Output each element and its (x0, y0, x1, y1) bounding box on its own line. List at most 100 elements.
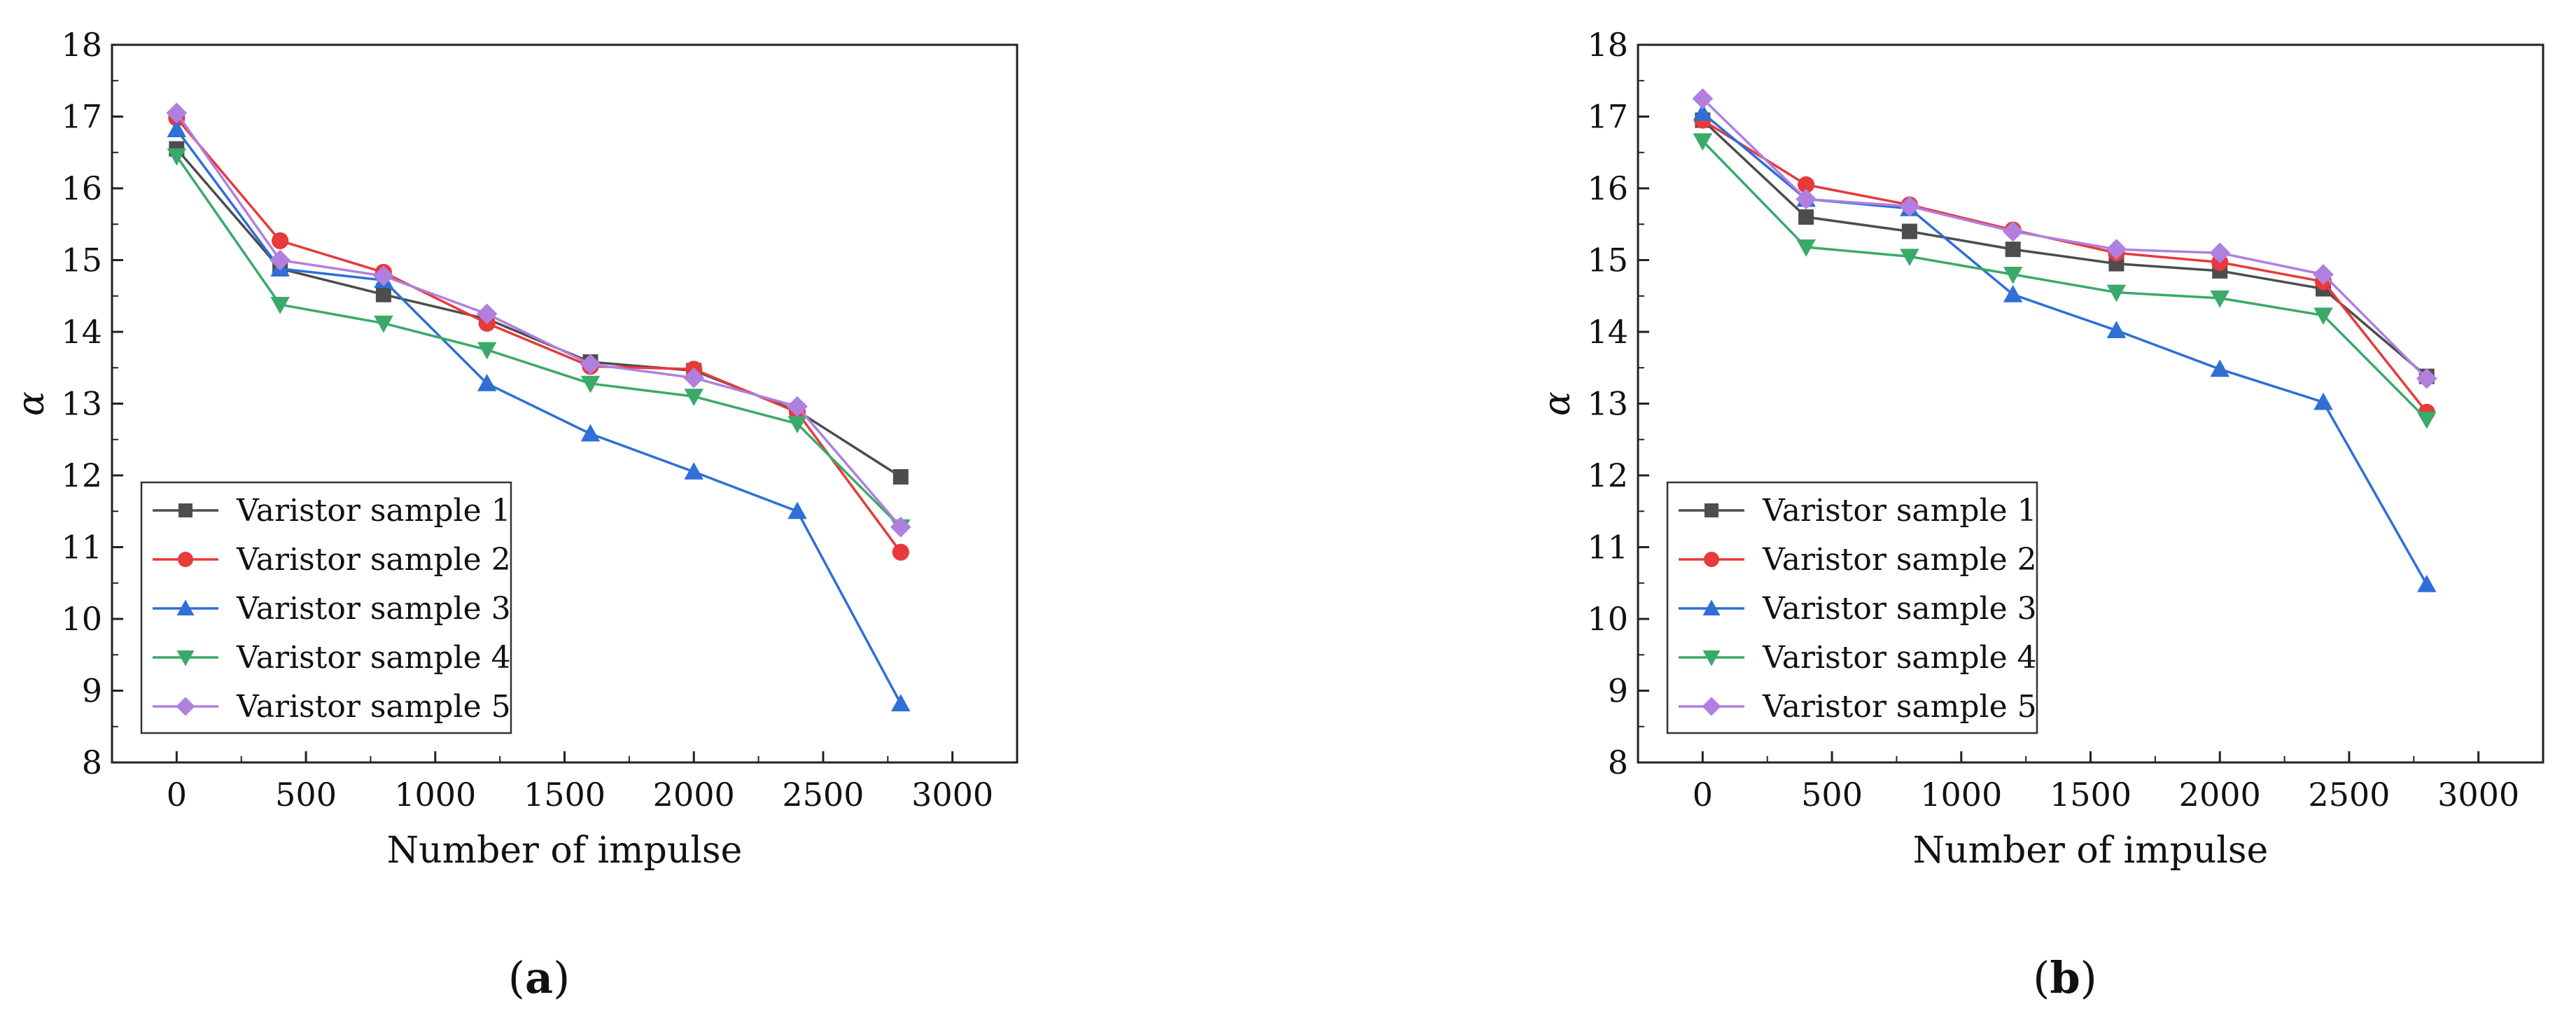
y-tick-label: 13 (61, 385, 102, 423)
y-tick-label: 10 (1587, 600, 1628, 638)
panel-caption: (b) (2033, 952, 2097, 1003)
y-tick-label: 14 (61, 313, 102, 351)
series-4-point (2210, 290, 2230, 308)
series-5-point (683, 367, 705, 389)
series-line-5 (175, 112, 902, 528)
series-4-point (2003, 267, 2023, 284)
x-tick-label: 1000 (394, 776, 476, 814)
caption-close-paren: ) (2080, 952, 2097, 1003)
legend-label: Varistor sample 2 (1762, 542, 2037, 578)
series-2-point (272, 232, 289, 249)
legend-marker (1704, 552, 1719, 567)
caption-open-paren: ( (2033, 952, 2050, 1003)
legend-marker (178, 552, 193, 567)
y-axis-label: α (1536, 391, 1578, 416)
y-tick-label: 17 (61, 98, 102, 136)
x-tick-label: 0 (167, 776, 187, 814)
series-5-point (787, 396, 808, 417)
chart-panel-a: 0 500 1000 1500 2000 2500 3000 8 9 10 11 12 13 14 15 16… (10, 26, 1018, 1003)
x-axis-label: Number of impulse (387, 830, 743, 872)
series-5-point (166, 102, 188, 124)
series-4-point (477, 342, 497, 360)
series-5-point (2106, 239, 2127, 260)
series-3-point (891, 694, 911, 711)
legend-label: Varistor sample 3 (236, 591, 511, 627)
x-tick-label: 500 (275, 776, 337, 814)
series-5-point (2002, 221, 2024, 242)
x-axis-label: Number of impulse (1913, 830, 2269, 872)
series-5-point (2313, 264, 2334, 285)
caption-letter: a (525, 952, 553, 1003)
series-3-point (2106, 321, 2127, 338)
x-tick-label: 500 (1801, 776, 1863, 814)
series-3-point (1693, 103, 1713, 121)
series-3-point (167, 120, 187, 137)
series-3-point (684, 462, 704, 480)
series-3-point (788, 501, 807, 520)
x-tick-label: 3000 (2437, 776, 2519, 814)
y-tick-label: 8 (82, 744, 102, 781)
y-tick-label: 9 (1608, 672, 1628, 710)
series-5-point (476, 303, 498, 325)
series-1-point (1798, 209, 1814, 225)
series-4-point (580, 375, 601, 393)
x-tick-label: 2500 (782, 776, 864, 814)
y-tick-label: 12 (61, 456, 102, 494)
series-1-point (2005, 242, 2021, 258)
y-tick-label: 16 (1587, 169, 1628, 207)
series-3-point (477, 374, 497, 391)
series-5-point (2416, 368, 2437, 389)
series-2-point (892, 543, 909, 561)
series-4-point (1900, 249, 1919, 267)
series-5-point (1899, 195, 1920, 217)
legend-label: Varistor sample 5 (1762, 689, 2037, 725)
y-tick-label: 11 (61, 529, 102, 566)
y-tick-label: 10 (61, 600, 102, 638)
series-4-point (684, 389, 704, 406)
legend-label: Varistor sample 1 (1762, 493, 2037, 529)
series-1-point (375, 286, 391, 302)
series-1-point (892, 469, 909, 485)
series-3-point (580, 424, 601, 442)
y-tick-label: 18 (1587, 26, 1628, 64)
legend-label: Varistor sample 4 (1762, 640, 2037, 676)
x-tick-label: 2000 (2179, 776, 2261, 814)
series-3-point (2417, 575, 2437, 592)
y-tick-label: 16 (61, 169, 102, 207)
caption-letter: b (2050, 952, 2080, 1003)
series-line-2 (1702, 119, 2428, 413)
series-4-point (270, 297, 290, 314)
series-4-point (1796, 239, 1816, 257)
series-5-point (580, 354, 601, 375)
legend-marker (178, 503, 192, 517)
x-tick-label: 1000 (1920, 776, 2002, 814)
panel-caption: (a) (508, 952, 570, 1003)
legend-label: Varistor sample 1 (236, 493, 511, 529)
legend-marker (176, 599, 195, 615)
x-tick-label: 2500 (2308, 776, 2390, 814)
series-line-5 (1702, 97, 2428, 379)
series-5-point (373, 265, 394, 286)
y-axis-label: α (10, 391, 52, 416)
legend-marker (1702, 697, 1721, 716)
series-4-point (788, 416, 807, 433)
y-tick-label: 14 (1587, 313, 1628, 351)
series-4-point (1693, 133, 1713, 151)
legend-marker (1702, 650, 1721, 667)
legend-marker (1702, 599, 1721, 615)
y-tick-label: 18 (61, 26, 102, 64)
y-tick-label: 17 (1587, 98, 1628, 136)
legend-label: Varistor sample 4 (236, 640, 511, 676)
series-3-point (2314, 392, 2333, 410)
series-5-point (2209, 242, 2231, 264)
series-line-4 (175, 155, 902, 529)
y-tick-label: 9 (82, 672, 102, 710)
legend-label: Varistor sample 3 (1762, 591, 2037, 627)
series-line-1 (176, 148, 902, 478)
legend-marker (176, 650, 195, 667)
chart-panel-b: 0 500 1000 1500 2000 2500 3000 8 9 10 11 12 13 14 15 16… (1536, 26, 2544, 1003)
series-1-point (1901, 223, 1917, 239)
legend-label: Varistor sample 5 (236, 689, 511, 725)
legend-label: Varistor sample 2 (236, 542, 511, 578)
series-3-point (2210, 359, 2230, 377)
